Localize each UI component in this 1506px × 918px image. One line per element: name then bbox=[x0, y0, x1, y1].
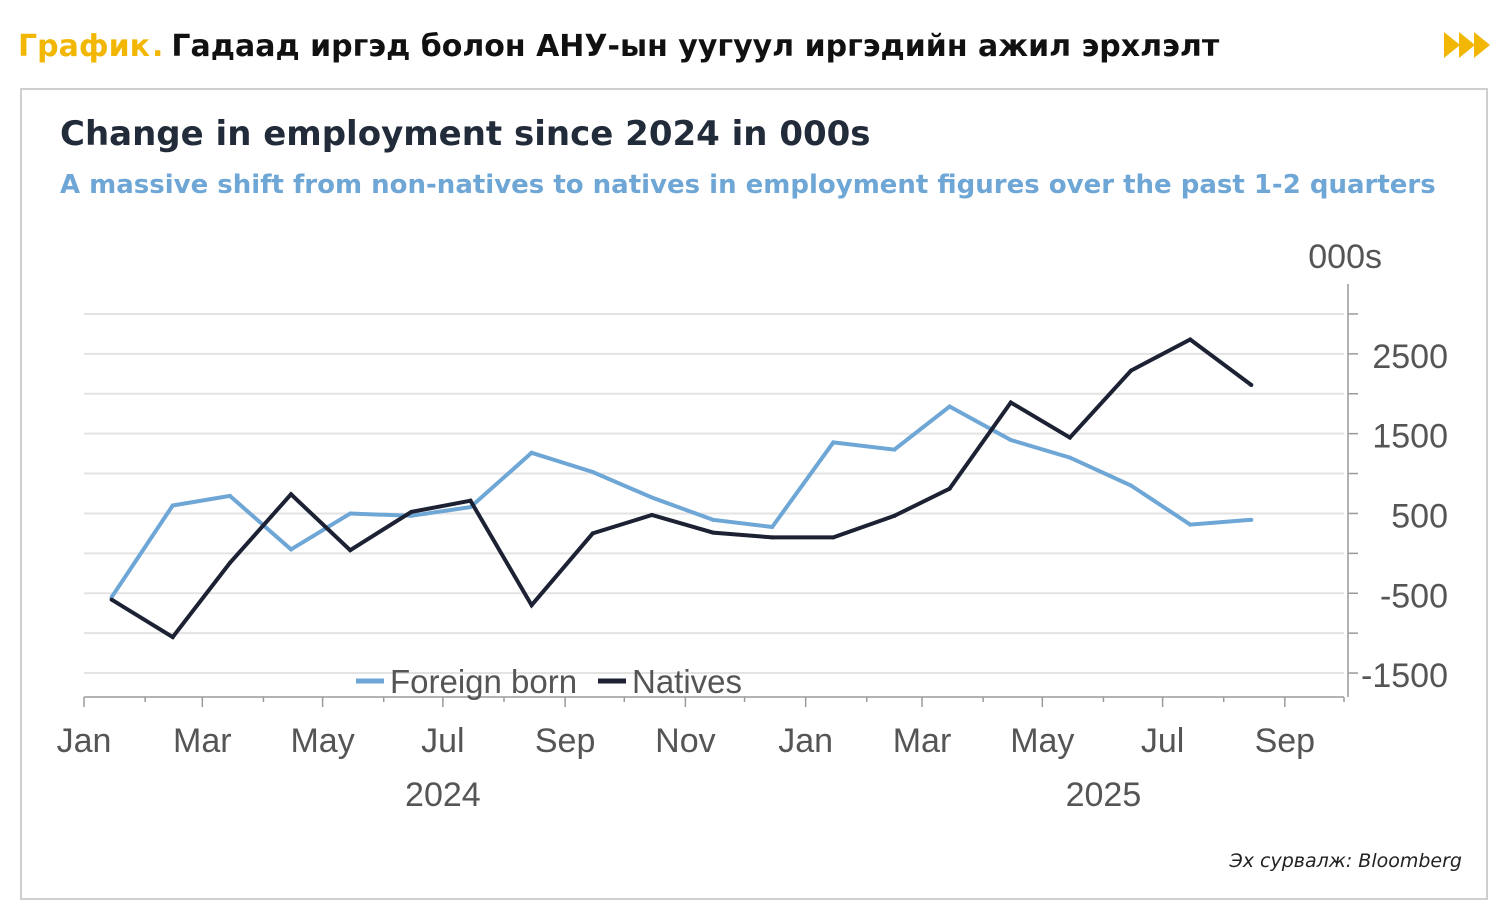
data-point bbox=[649, 513, 654, 518]
data-point bbox=[947, 404, 952, 409]
data-point bbox=[227, 493, 232, 498]
data-point bbox=[170, 635, 175, 640]
chart-frame bbox=[20, 88, 1488, 900]
data-point bbox=[170, 503, 175, 508]
legend-label: Foreign born bbox=[390, 663, 577, 700]
data-point bbox=[529, 603, 534, 608]
data-point bbox=[348, 511, 353, 516]
data-point bbox=[711, 530, 716, 535]
series-line-natives bbox=[110, 337, 1253, 640]
header: График . Гадаад иргэд болон АНУ-ын уугуу… bbox=[18, 24, 1219, 68]
data-point bbox=[1129, 483, 1134, 488]
data-point bbox=[529, 450, 534, 455]
header-tag: График bbox=[18, 28, 150, 64]
data-point bbox=[1067, 455, 1072, 460]
data-point bbox=[468, 498, 473, 503]
data-point bbox=[831, 440, 836, 445]
x-tick-label: Sep bbox=[1255, 722, 1316, 760]
data-point bbox=[1008, 400, 1013, 405]
data-point bbox=[711, 517, 716, 522]
chart-subtitle: A massive shift from non-natives to nati… bbox=[60, 170, 1436, 200]
data-point bbox=[1188, 337, 1193, 342]
header-dot: . bbox=[151, 28, 164, 64]
header-title: Гадаад иргэд болон АНУ-ын уугуул иргэдий… bbox=[171, 28, 1220, 64]
y-tick-label: 1500 bbox=[1372, 418, 1448, 456]
data-point bbox=[892, 447, 897, 452]
x-tick-label: Mar bbox=[173, 722, 232, 760]
x-tick-label: Jul bbox=[421, 722, 464, 760]
x-tick-label: Mar bbox=[893, 722, 952, 760]
x-tick-label: Jan bbox=[778, 722, 833, 760]
data-point bbox=[590, 469, 595, 474]
y-tick-label: 2500 bbox=[1372, 338, 1448, 376]
x-year-label: 2024 bbox=[405, 776, 481, 814]
x-tick-label: Jan bbox=[57, 722, 112, 760]
x-tick-label: Nov bbox=[655, 722, 715, 760]
y-tick-label: -500 bbox=[1380, 577, 1448, 615]
x-tick-label: Sep bbox=[535, 722, 596, 760]
y-tick-label: 500 bbox=[1391, 497, 1448, 535]
data-point bbox=[409, 509, 414, 514]
x-tick-label: Jul bbox=[1141, 722, 1184, 760]
y-tick-label: -1500 bbox=[1361, 657, 1448, 695]
legend-label: Natives bbox=[632, 663, 742, 700]
x-tick-label: May bbox=[1010, 722, 1074, 760]
data-point bbox=[892, 513, 897, 518]
data-point bbox=[289, 547, 294, 552]
data-point bbox=[1249, 382, 1254, 387]
data-point bbox=[227, 560, 232, 565]
data-point bbox=[289, 492, 294, 497]
data-point bbox=[1249, 517, 1254, 522]
data-point bbox=[947, 486, 952, 491]
data-point bbox=[649, 495, 654, 500]
chart-title: Change in employment since 2024 in 000s bbox=[60, 114, 871, 154]
source-note: Эх сурвалж: Bloomberg bbox=[1229, 850, 1462, 872]
x-tick-label: May bbox=[290, 722, 354, 760]
data-point bbox=[1188, 522, 1193, 527]
data-point bbox=[1129, 368, 1134, 373]
data-point bbox=[590, 531, 595, 536]
data-point bbox=[109, 597, 114, 602]
data-point bbox=[1067, 435, 1072, 440]
data-point bbox=[770, 535, 775, 540]
x-year-label: 2025 bbox=[1066, 776, 1142, 814]
fast-forward-icon[interactable] bbox=[1444, 30, 1494, 60]
data-point bbox=[348, 548, 353, 553]
data-point bbox=[1008, 438, 1013, 443]
y-unit-label: 000s bbox=[1308, 238, 1382, 276]
data-point bbox=[770, 525, 775, 530]
series-line-foreign-born bbox=[109, 404, 1252, 599]
data-point bbox=[831, 535, 836, 540]
